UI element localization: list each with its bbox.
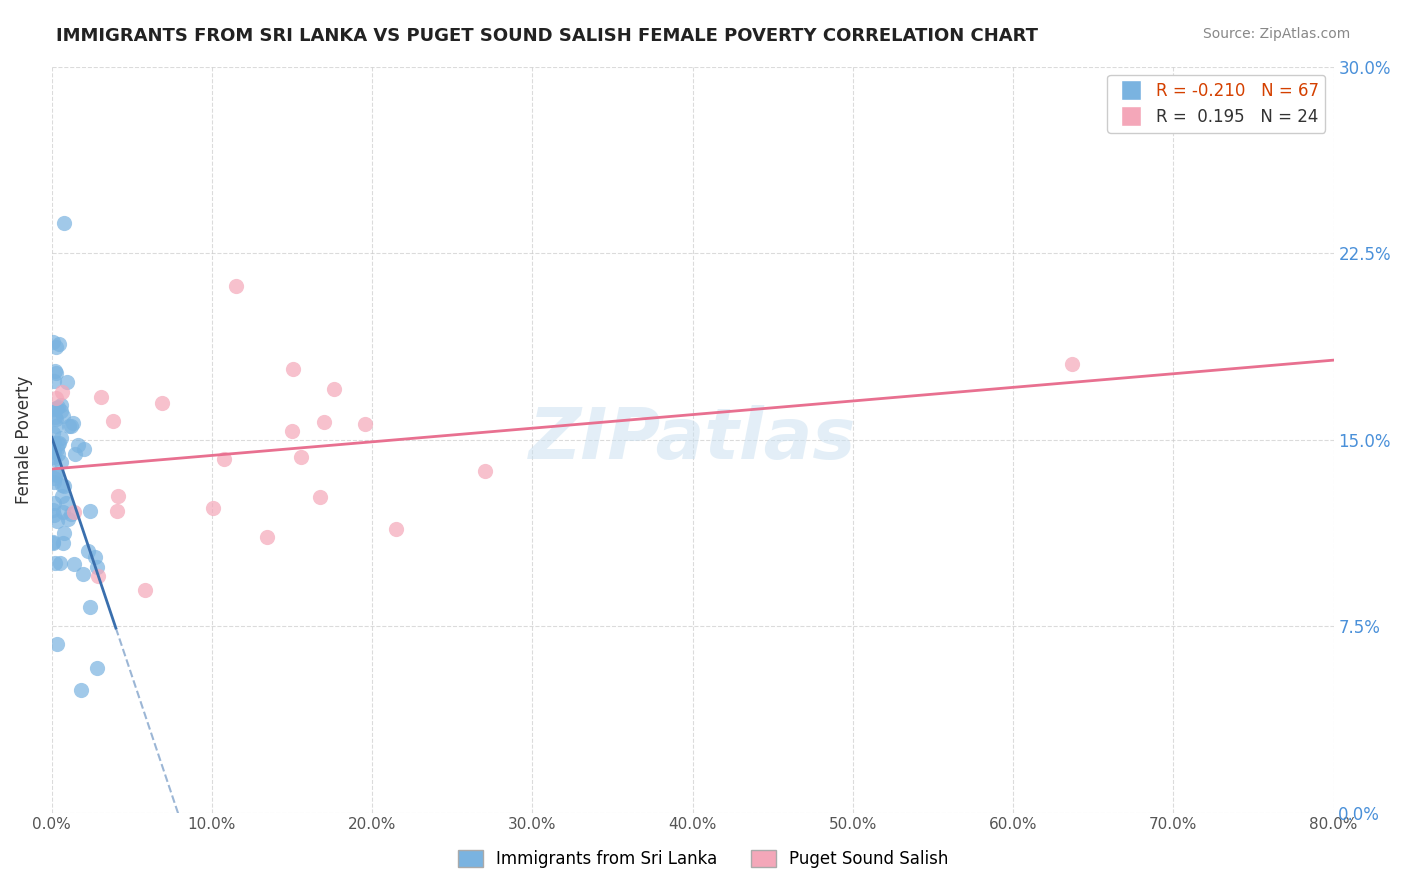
Point: [49, 404, 72, 418]
Point: [281, 361, 304, 376]
Point: [308, 491, 330, 505]
Point: [323, 382, 346, 396]
Point: [42, 450, 65, 464]
Point: [45, 340, 67, 354]
Point: [41, 503, 63, 517]
Point: [51, 384, 73, 399]
Point: [59, 507, 82, 521]
Point: [41, 335, 63, 350]
Point: [87, 569, 110, 583]
Point: [48, 556, 70, 570]
Point: [46, 400, 69, 414]
Point: [44, 409, 66, 424]
Point: [42, 426, 65, 441]
Point: [134, 582, 156, 597]
Point: [79, 599, 101, 614]
Point: [1060, 357, 1083, 371]
Point: [41, 535, 63, 549]
Point: [49, 431, 72, 445]
Point: [51, 398, 73, 412]
Point: [474, 464, 496, 478]
Point: [45, 468, 67, 483]
Point: [45, 467, 67, 481]
Point: [150, 396, 173, 410]
Point: [103, 414, 125, 428]
Point: [353, 417, 375, 431]
Text: Source: ZipAtlas.com: Source: ZipAtlas.com: [1202, 27, 1350, 41]
Point: [52, 525, 75, 540]
Point: [107, 489, 129, 503]
Point: [212, 452, 235, 467]
Point: [45, 391, 67, 405]
Point: [73, 442, 96, 457]
Point: [202, 501, 225, 516]
Point: [79, 503, 101, 517]
Point: [44, 508, 66, 522]
Point: [69, 683, 91, 698]
Y-axis label: Female Poverty: Female Poverty: [15, 376, 32, 504]
Point: [45, 401, 67, 415]
Point: [86, 661, 108, 675]
Point: [42, 475, 65, 489]
Point: [41, 534, 63, 549]
Point: [63, 505, 86, 519]
Point: [62, 416, 84, 430]
Point: [41, 439, 63, 453]
Point: [105, 504, 128, 518]
Point: [281, 425, 304, 439]
Point: [84, 550, 107, 565]
Point: [46, 442, 69, 456]
Point: [86, 560, 108, 574]
Point: [48, 336, 70, 351]
Point: [52, 216, 75, 230]
Point: [46, 437, 69, 451]
Point: [63, 557, 86, 571]
Point: [51, 478, 73, 492]
Text: ZIPatlas: ZIPatlas: [529, 405, 856, 474]
Point: [60, 418, 83, 433]
Point: [52, 479, 75, 493]
Point: [41, 442, 63, 457]
Point: [44, 435, 66, 450]
Point: [312, 415, 335, 429]
Point: [290, 450, 312, 464]
Text: IMMIGRANTS FROM SRI LANKA VS PUGET SOUND SALISH FEMALE POVERTY CORRELATION CHART: IMMIGRANTS FROM SRI LANKA VS PUGET SOUND…: [56, 27, 1038, 45]
Point: [42, 496, 65, 510]
Point: [52, 505, 75, 519]
Legend: R = -0.210   N = 67, R =  0.195   N = 24: R = -0.210 N = 67, R = 0.195 N = 24: [1107, 75, 1326, 133]
Point: [52, 409, 75, 424]
Point: [45, 514, 67, 528]
Point: [52, 536, 75, 550]
Point: [63, 447, 86, 461]
Point: [45, 419, 67, 434]
Point: [44, 451, 66, 466]
Point: [90, 390, 112, 404]
Point: [49, 455, 72, 469]
Point: [42, 444, 65, 458]
Point: [51, 489, 73, 503]
Point: [72, 566, 94, 581]
Point: [46, 447, 69, 461]
Legend: Immigrants from Sri Lanka, Puget Sound Salish: Immigrants from Sri Lanka, Puget Sound S…: [451, 843, 955, 875]
Point: [44, 374, 66, 388]
Point: [42, 470, 65, 484]
Point: [48, 436, 70, 450]
Point: [66, 438, 89, 452]
Point: [76, 543, 98, 558]
Point: [45, 637, 67, 651]
Point: [42, 401, 65, 416]
Point: [45, 412, 67, 426]
Point: [44, 556, 66, 570]
Point: [225, 278, 247, 293]
Point: [55, 375, 77, 389]
Point: [58, 418, 80, 433]
Point: [56, 512, 79, 526]
Point: [256, 530, 278, 544]
Point: [55, 496, 77, 510]
Point: [385, 522, 408, 536]
Point: [44, 364, 66, 378]
Point: [45, 366, 67, 380]
